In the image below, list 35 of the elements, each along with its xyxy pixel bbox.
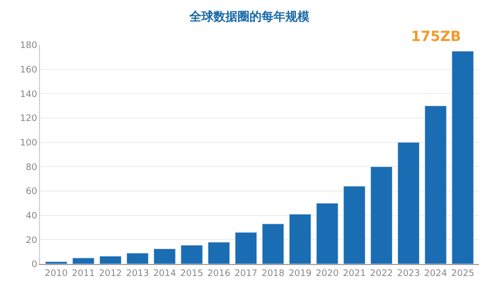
y-tick-label: 20 [26,236,38,246]
bar [180,244,203,264]
y-tick-label: 60 [26,187,38,198]
x-tick-label: 2020 [316,268,339,279]
bar [99,256,122,264]
y-tick-label: 0 [31,260,38,270]
y-tick-label: 120 [20,114,38,124]
x-tick-label: 2022 [370,268,393,279]
annotation: 175ZB [411,29,462,45]
x-tick-label: 2024 [424,268,448,279]
y-tick-label: 80 [26,162,38,173]
y-tick-label: 160 [20,65,38,76]
x-tick-label: 2019 [288,268,312,279]
chart-title: 全球数据圈的每年规模 [188,9,310,24]
x-tick-label: 2017 [234,268,258,279]
x-tick-label: 2015 [180,268,204,279]
x-tick-label: 2011 [72,268,95,279]
x-tick-label: 2010 [44,268,68,279]
bar [154,248,176,264]
x-tick-label: 2018 [262,268,285,279]
x-tick-label: 2014 [153,268,176,279]
x-tick-label: 2021 [342,268,366,279]
bar [126,252,149,264]
x-tick-label: 2025 [451,268,474,279]
y-tick-label: 100 [20,138,38,148]
y-tick-label: 140 [20,90,38,100]
bar [45,261,68,264]
bar [208,242,230,264]
x-tick-label: 2016 [207,268,231,279]
y-tick-label: 180 [20,41,38,52]
x-tick-label: 2012 [99,268,122,279]
x-tick-label: 2013 [126,268,150,279]
y-tick-label: 40 [26,211,38,222]
x-tick-label: 2023 [397,268,420,279]
bar [72,258,94,264]
